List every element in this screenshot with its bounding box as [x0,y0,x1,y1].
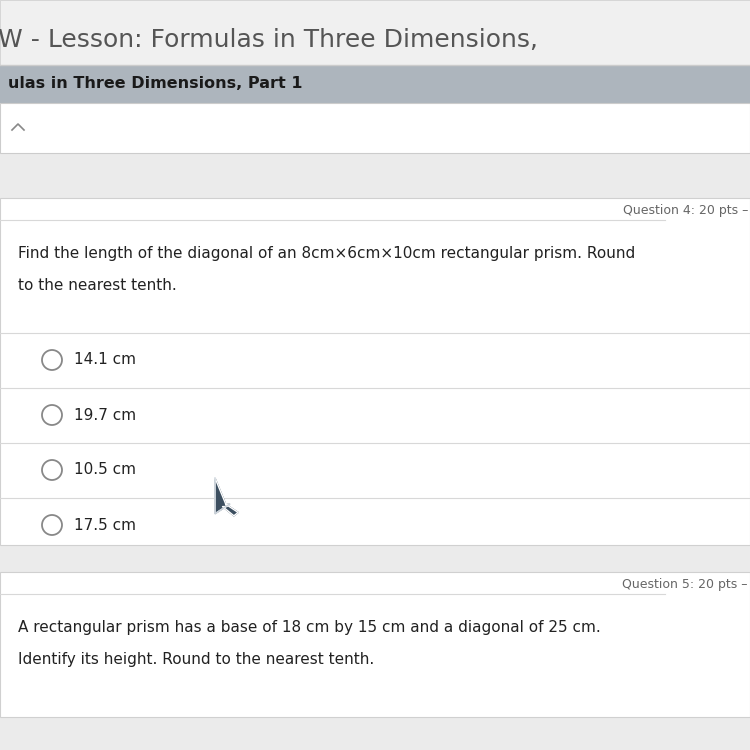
FancyBboxPatch shape [0,198,750,545]
Text: to the nearest tenth.: to the nearest tenth. [18,278,177,293]
Text: A rectangular prism has a base of 18 cm by 15 cm and a diagonal of 25 cm.: A rectangular prism has a base of 18 cm … [18,620,601,635]
Text: ulas in Three Dimensions, Part 1: ulas in Three Dimensions, Part 1 [8,76,302,92]
FancyBboxPatch shape [0,0,750,65]
FancyBboxPatch shape [0,65,750,103]
Text: Find the length of the diagonal of an 8cm×6cm×10cm rectangular prism. Round: Find the length of the diagonal of an 8c… [18,246,635,261]
Text: W - Lesson: Formulas in Three Dimensions,: W - Lesson: Formulas in Three Dimensions… [0,28,538,52]
Text: 19.7 cm: 19.7 cm [74,407,136,422]
FancyBboxPatch shape [0,103,750,153]
Text: 10.5 cm: 10.5 cm [74,463,136,478]
Text: 14.1 cm: 14.1 cm [74,352,136,368]
Text: Identify its height. Round to the nearest tenth.: Identify its height. Round to the neares… [18,652,374,667]
Text: Question 5: 20 pts –: Question 5: 20 pts – [622,578,748,591]
Text: 17.5 cm: 17.5 cm [74,518,136,532]
Polygon shape [215,478,238,516]
FancyBboxPatch shape [0,572,750,717]
Text: Question 4: 20 pts –: Question 4: 20 pts – [622,204,748,217]
